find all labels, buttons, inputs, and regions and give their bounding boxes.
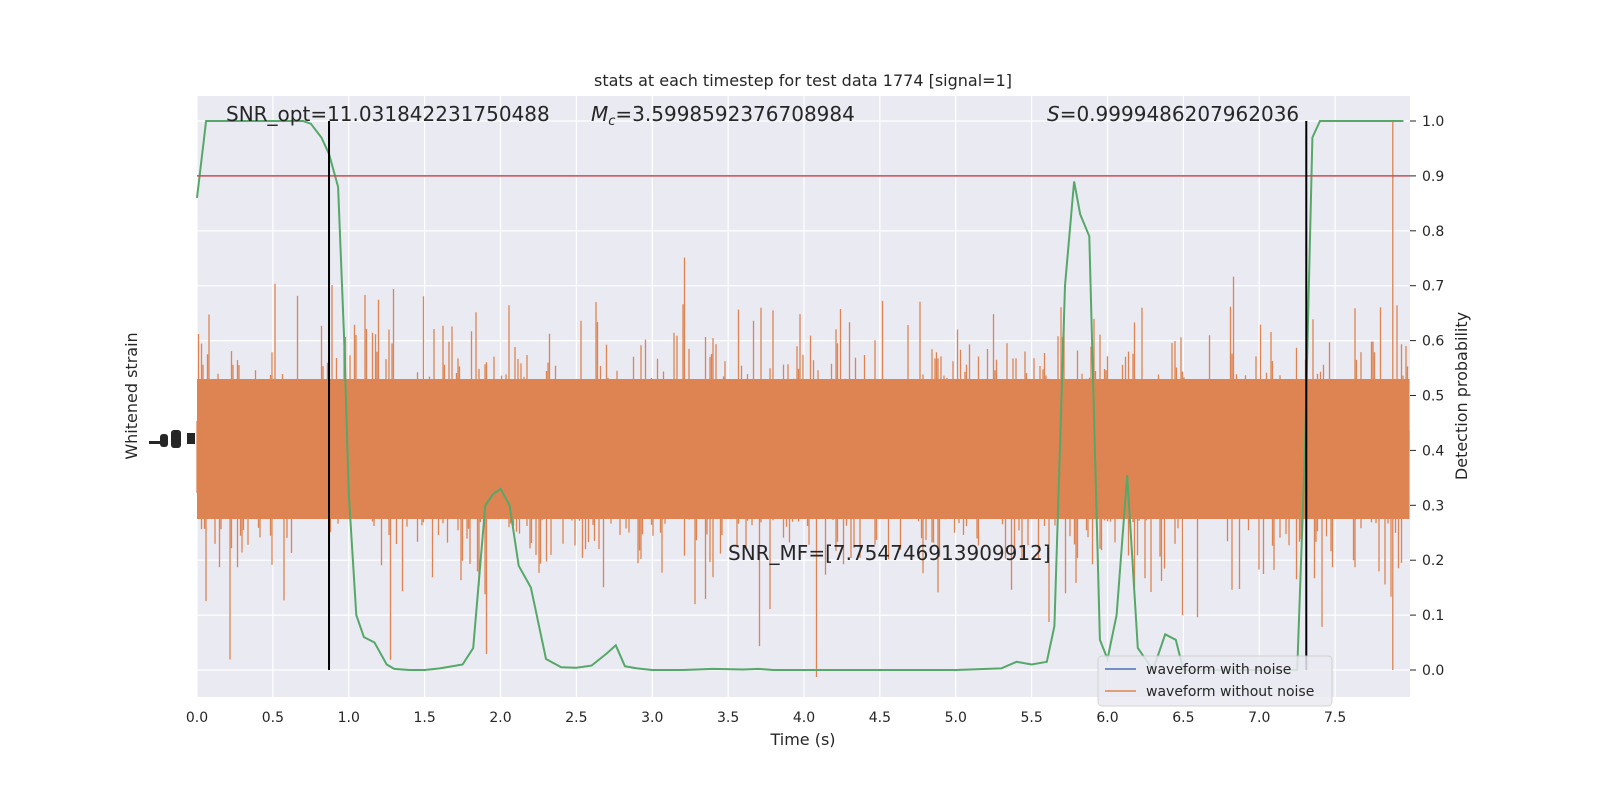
y-tick-label: 1.0 (1422, 114, 1444, 130)
waveform-without-noise-series (196, 121, 1410, 677)
y-axis-right-ticks: 0.0 0.1 0.2 0.3 0.4 0.5 0.6 0.7 0.8 0.9 1.0 (1410, 114, 1444, 679)
x-tick-label: 6.0 (1096, 710, 1118, 726)
x-tick-label: 3.5 (717, 710, 739, 726)
y-tick-label: 0.8 (1422, 224, 1444, 240)
y-tick-label: 0.3 (1422, 498, 1444, 514)
y-tick-label: 0.5 (1422, 389, 1444, 405)
detection-probability-series (196, 120, 1404, 673)
x-tick-label: 4.0 (793, 710, 815, 726)
legend-entry-with-noise: waveform with noise (1146, 662, 1291, 678)
y-tick-label: 0.1 (1422, 608, 1444, 624)
x-tick-label: 7.5 (1324, 710, 1346, 726)
x-axis-ticks: 0.0 0.5 1.0 1.5 2.0 2.5 3.0 3.5 4.0 4.5 5.0 5.5 6.0 6… (186, 710, 1346, 726)
event-markers (197, 121, 1410, 670)
x-tick-label: 1.5 (413, 710, 435, 726)
x-tick-label: 5.0 (945, 710, 967, 726)
snr-mf-annotation: SNR_MF=[7.754746913909912] (728, 541, 1051, 565)
y-tick-label: 0.2 (1422, 553, 1444, 569)
x-tick-label: 5.5 (1020, 710, 1042, 726)
x-tick-label: 6.5 (1172, 710, 1194, 726)
x-axis-label: Time (s) (769, 730, 835, 749)
x-tick-label: 2.5 (565, 710, 587, 726)
y-tick-label: 0.4 (1422, 443, 1444, 459)
x-tick-label: 3.0 (641, 710, 663, 726)
x-tick-label: 0.5 (262, 710, 284, 726)
s-annotation: S=0.9999486207962036 (1047, 102, 1299, 126)
x-tick-label: 7.0 (1248, 710, 1270, 726)
y-tick-label: 0.7 (1422, 279, 1444, 295)
x-tick-label: 1.0 (338, 710, 360, 726)
waveform-dense-band (197, 379, 1410, 519)
detection-probability-line (196, 120, 1404, 673)
y-tick-label: 0.9 (1422, 169, 1444, 185)
chart-title: stats at each timestep for test data 177… (594, 71, 1012, 90)
y-axis-right-label: Detection probability (1452, 312, 1471, 480)
x-tick-label: 0.0 (186, 710, 208, 726)
y-tick-label: 0.0 (1422, 663, 1444, 679)
legend-entry-without-noise: waveform without noise (1146, 684, 1314, 700)
snr-opt-annotation: SNR_opt=11.031842231750488 (226, 102, 550, 126)
legend: waveform with noise waveform without noi… (1097, 655, 1333, 707)
y-axis-left-label: Whitened strain (122, 332, 141, 459)
chirp-mass-annotation: Mc=3.5998592376708984 (591, 102, 855, 129)
x-tick-label: 4.5 (869, 710, 891, 726)
x-tick-label: 2.0 (489, 710, 511, 726)
y-tick-label: 0.6 (1422, 334, 1444, 350)
left-axis-tick-clutter (149, 430, 195, 448)
